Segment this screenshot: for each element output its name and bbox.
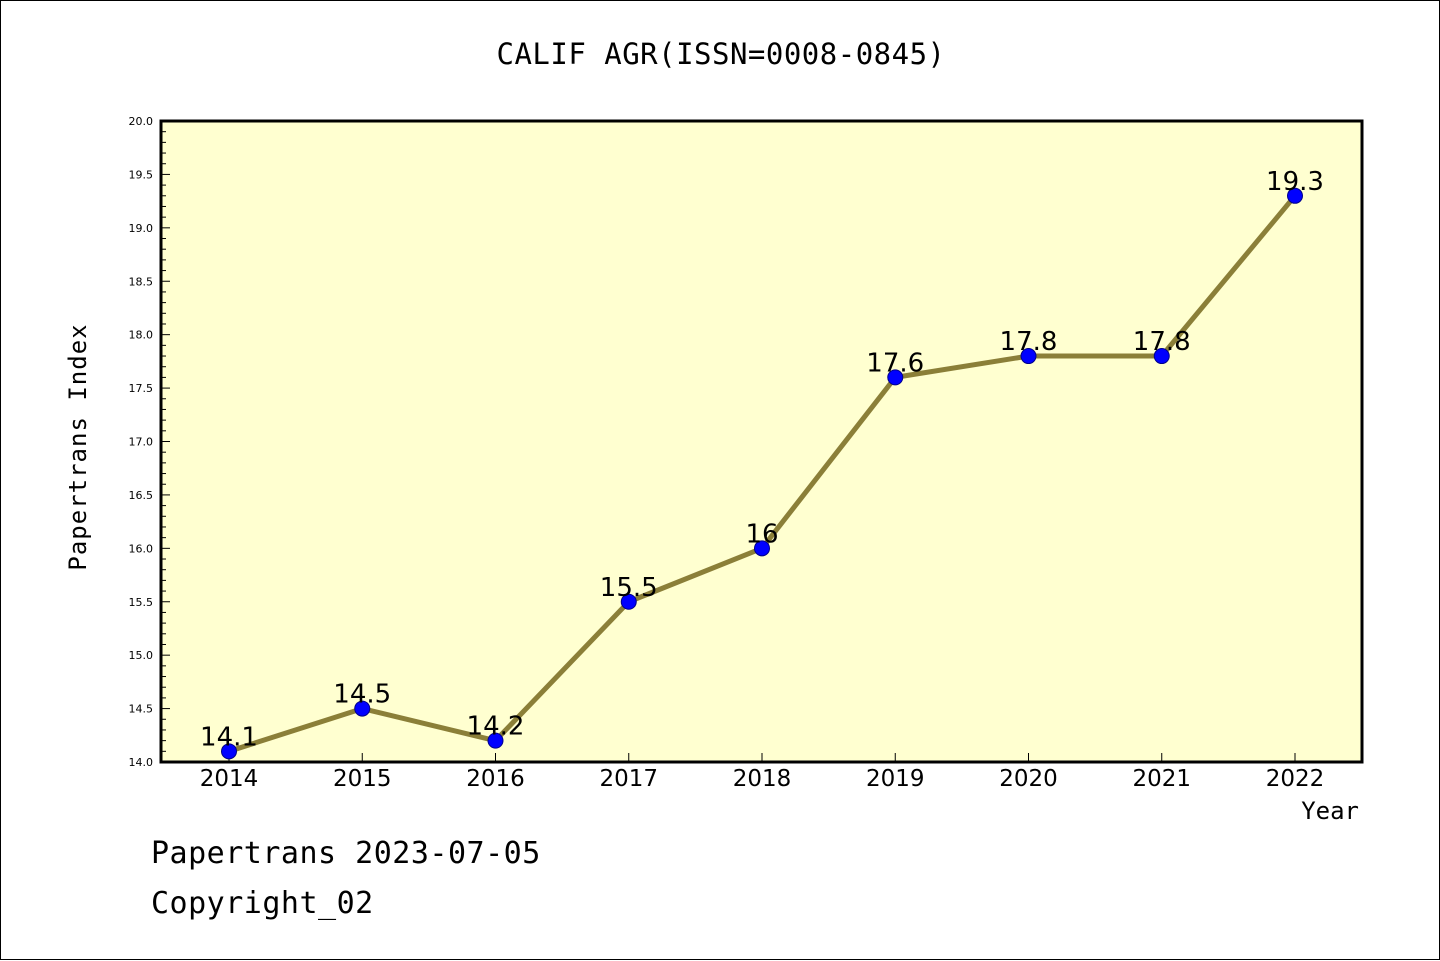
data-point	[620, 593, 637, 610]
y-tick-label: 19.5	[129, 168, 154, 181]
x-tick-label: 2014	[200, 766, 259, 792]
data-label: 14.5	[333, 680, 391, 710]
y-tick-label: 14.0	[129, 756, 154, 769]
data-point	[487, 732, 504, 749]
data-point	[1153, 348, 1170, 365]
data-labels: 14.1 14.5 14.2 15.5 16 17.6 17.8 17.8 19.3	[200, 167, 1324, 753]
y-axis-ticks: 14.0 14.5 15.0 15.5 16.0 16.5 17.0 17.5 18.0 18.5…	[129, 115, 170, 769]
x-axis-label: Year	[1301, 797, 1359, 825]
y-tick-label: 14.5	[129, 703, 154, 716]
data-label: 14.1	[200, 722, 258, 752]
footer-copyright: Copyright_02	[151, 886, 374, 921]
y-tick-label: 16.5	[129, 489, 154, 502]
data-label: 19.3	[1266, 167, 1324, 197]
plot-border	[159, 119, 1364, 764]
x-tick-label: 2017	[599, 766, 658, 792]
data-points	[221, 187, 1303, 760]
data-label: 17.6	[866, 348, 924, 378]
data-label: 14.2	[467, 712, 525, 742]
y-tick-label: 15.5	[129, 596, 154, 609]
x-tick-label: 2020	[999, 766, 1058, 792]
x-tick-label: 2015	[333, 766, 392, 792]
y-tick-label: 17.5	[129, 382, 154, 395]
data-point	[1287, 187, 1303, 204]
data-label: 17.8	[1000, 327, 1058, 357]
data-label: 17.8	[1133, 327, 1191, 357]
x-tick-label: 2018	[733, 766, 792, 792]
data-label: 16	[745, 519, 778, 549]
data-point	[1020, 348, 1037, 365]
x-tick-label: 2022	[1266, 766, 1325, 792]
y-tick-label: 15.0	[129, 649, 154, 662]
footer-date: Papertrans 2023-07-05	[151, 836, 541, 871]
x-tick-label: 2021	[1132, 766, 1191, 792]
data-label: 15.5	[600, 573, 658, 603]
y-tick-label: 17.0	[129, 436, 154, 449]
y-tick-label: 20.0	[129, 115, 154, 128]
chart-title: CALIF AGR(ISSN=0008-0845)	[496, 37, 946, 71]
data-point	[754, 540, 770, 557]
y-tick-label: 18.5	[129, 275, 154, 288]
x-tick-label: 2019	[866, 766, 925, 792]
y-tick-label: 19.0	[129, 222, 154, 235]
x-tick-label: 2016	[466, 766, 525, 792]
x-axis-ticks: 2014 2015 2016 2017 2018 2019 2020 2021 2022	[200, 753, 1325, 792]
data-point	[887, 369, 904, 386]
plot-area	[161, 121, 1362, 762]
data-point	[221, 743, 237, 760]
data-point	[354, 700, 371, 717]
y-tick-label: 16.0	[129, 542, 154, 555]
y-tick-label: 18.0	[129, 329, 154, 342]
